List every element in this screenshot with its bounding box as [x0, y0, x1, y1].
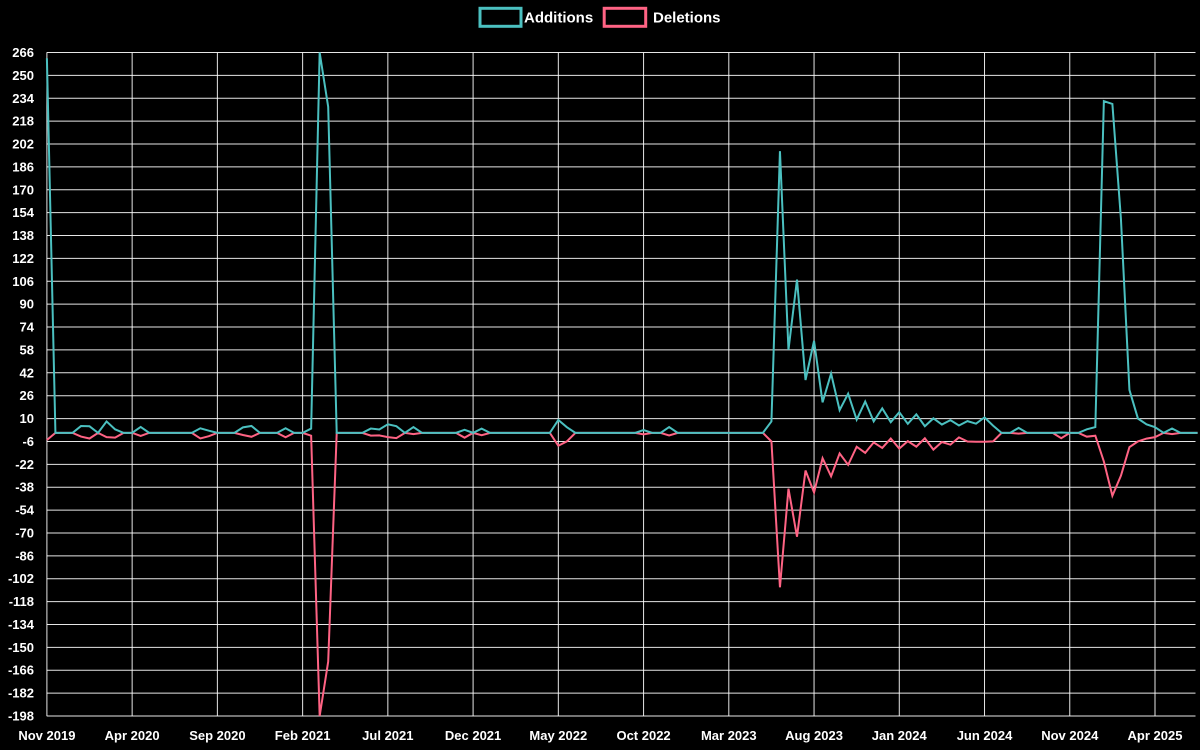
svg-text:-38: -38: [15, 480, 34, 495]
svg-text:-118: -118: [9, 594, 34, 609]
svg-text:Feb 2021: Feb 2021: [275, 728, 331, 743]
svg-text:74: 74: [20, 320, 35, 335]
svg-text:-70: -70: [15, 525, 34, 540]
svg-text:90: 90: [20, 297, 34, 312]
svg-text:218: 218: [12, 114, 34, 129]
svg-text:10: 10: [20, 411, 34, 426]
svg-text:May 2022: May 2022: [529, 728, 587, 743]
svg-text:-182: -182: [8, 686, 34, 701]
svg-text:106: 106: [12, 274, 34, 289]
svg-text:58: 58: [20, 342, 34, 357]
svg-text:-150: -150: [8, 640, 34, 655]
svg-text:-166: -166: [8, 663, 34, 678]
svg-text:-86: -86: [15, 548, 34, 563]
svg-text:26: 26: [20, 388, 34, 403]
svg-text:122: 122: [12, 251, 34, 266]
svg-text:Deletions: Deletions: [653, 10, 721, 27]
svg-text:Aug 2023: Aug 2023: [785, 728, 843, 743]
svg-text:186: 186: [12, 159, 34, 174]
svg-text:Additions: Additions: [524, 10, 593, 27]
svg-text:Jun 2024: Jun 2024: [957, 728, 1013, 743]
svg-text:-102: -102: [8, 571, 34, 586]
svg-text:202: 202: [12, 137, 34, 152]
svg-text:-198: -198: [8, 709, 34, 724]
svg-text:Dec 2021: Dec 2021: [445, 728, 501, 743]
svg-text:Nov 2019: Nov 2019: [18, 728, 75, 743]
svg-text:Sep 2020: Sep 2020: [189, 728, 245, 743]
svg-text:266: 266: [12, 45, 34, 60]
svg-text:Nov 2024: Nov 2024: [1041, 728, 1099, 743]
svg-text:154: 154: [12, 205, 34, 220]
svg-text:-6: -6: [22, 434, 34, 449]
svg-text:Apr 2025: Apr 2025: [1128, 728, 1183, 743]
svg-text:42: 42: [20, 365, 34, 380]
svg-text:Jul 2021: Jul 2021: [362, 728, 413, 743]
svg-text:-54: -54: [15, 503, 35, 518]
svg-text:Apr 2020: Apr 2020: [105, 728, 160, 743]
svg-text:234: 234: [12, 91, 34, 106]
svg-text:138: 138: [12, 228, 34, 243]
svg-text:250: 250: [12, 68, 34, 83]
svg-text:Mar 2023: Mar 2023: [701, 728, 757, 743]
svg-text:-22: -22: [15, 457, 34, 472]
svg-text:Jan 2024: Jan 2024: [872, 728, 928, 743]
svg-text:-134: -134: [8, 617, 35, 632]
svg-text:170: 170: [12, 182, 34, 197]
svg-text:Oct 2022: Oct 2022: [616, 728, 670, 743]
